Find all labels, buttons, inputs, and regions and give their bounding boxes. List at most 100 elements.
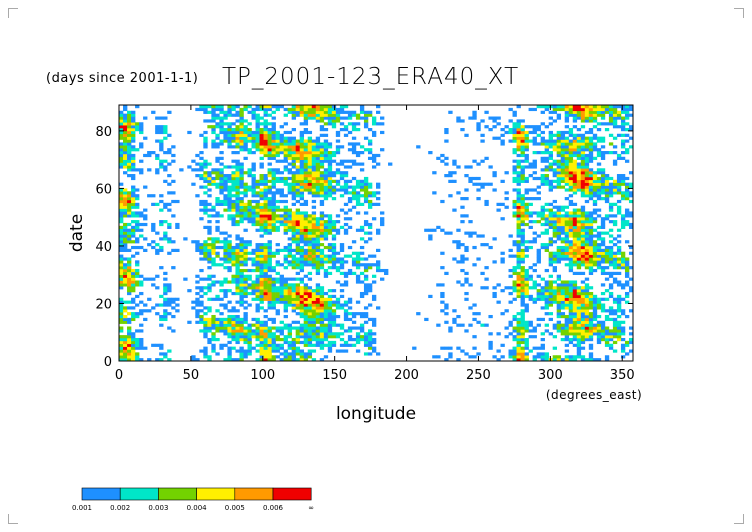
heatmap-cell [231, 337, 236, 342]
heatmap-cell [283, 142, 288, 146]
heatmap-cell [215, 237, 220, 241]
heatmap-cell [143, 346, 148, 350]
heatmap-cell [532, 165, 537, 169]
heatmap-cell [227, 217, 232, 221]
heatmap-cell [592, 245, 598, 250]
heatmap-cell [440, 309, 445, 313]
heatmap-cell [255, 217, 260, 221]
colorbar-label: 0.006 [263, 504, 284, 512]
heatmap-cell [552, 148, 558, 152]
heatmap-cell [315, 228, 321, 232]
heatmap-cell [191, 159, 196, 163]
heatmap-cell [351, 251, 357, 255]
heatmap-cell [279, 105, 284, 109]
heatmap-cell [271, 254, 276, 258]
heatmap-cell [119, 145, 124, 149]
heatmap-cell [127, 197, 132, 201]
heatmap-cell [335, 145, 341, 149]
heatmap-cell [215, 182, 220, 186]
heatmap-cell [267, 289, 272, 293]
heatmap-cell [315, 234, 321, 238]
heatmap-cell [371, 119, 377, 123]
heatmap-cell [231, 182, 236, 186]
heatmap-cell [159, 237, 164, 241]
heatmap-cell [556, 248, 562, 252]
heatmap-cell [612, 260, 618, 264]
heatmap-cell [564, 116, 570, 120]
heatmap-cell [604, 122, 610, 126]
heatmap-cell [327, 228, 333, 232]
heatmap-cell [259, 248, 264, 252]
heatmap-cell [628, 337, 634, 342]
heatmap-cell [444, 312, 449, 316]
heatmap-cell [576, 225, 582, 229]
heatmap-cell [492, 119, 497, 123]
heatmap-cell [331, 245, 337, 250]
heatmap-cell [287, 130, 292, 135]
heatmap-cell [319, 110, 325, 114]
heatmap-cell [259, 268, 264, 273]
heatmap-cell [339, 174, 345, 178]
heatmap-cell [323, 179, 329, 183]
heatmap-cell [351, 110, 357, 114]
heatmap-cell [568, 283, 574, 287]
heatmap-cell [215, 309, 220, 313]
heatmap-cell [524, 133, 529, 137]
heatmap-cell [568, 168, 574, 172]
heatmap-cell [267, 291, 272, 296]
heatmap-cell [556, 274, 562, 278]
heatmap-cell [319, 148, 325, 152]
heatmap-cell [367, 266, 373, 270]
heatmap-cell [167, 222, 172, 227]
heatmap-cell [564, 297, 570, 301]
heatmap-cell [560, 168, 566, 172]
heatmap-cell [119, 156, 124, 160]
heatmap-cell [223, 320, 228, 324]
heatmap-cell [271, 174, 276, 178]
heatmap-cell [227, 243, 232, 247]
heatmap-cell [227, 329, 232, 333]
heatmap-cell [520, 349, 525, 353]
heatmap-cell [319, 125, 325, 129]
heatmap-cell [291, 142, 296, 146]
heatmap-cell [199, 176, 204, 181]
heatmap-cell [227, 188, 232, 192]
heatmap-cell [359, 202, 365, 206]
heatmap-cell [592, 294, 598, 299]
heatmap-cell [127, 156, 132, 160]
heatmap-cell [283, 179, 288, 183]
heatmap-cell [616, 153, 622, 158]
heatmap-cell [596, 263, 602, 267]
heatmap-cell [267, 248, 272, 252]
heatmap-cell [227, 266, 232, 270]
heatmap-cell [319, 303, 325, 307]
heatmap-cell [307, 329, 313, 333]
heatmap-cell [259, 214, 264, 218]
heatmap-cell [291, 116, 296, 120]
heatmap-cell [588, 231, 594, 235]
heatmap-cell [155, 303, 160, 307]
heatmap-cell [516, 286, 521, 290]
heatmap-cell [215, 142, 220, 146]
heatmap-cell [592, 243, 598, 247]
heatmap-cell [560, 139, 566, 143]
heatmap-cell [315, 148, 321, 152]
heatmap-cell [556, 225, 562, 229]
heatmap-cell [540, 243, 545, 247]
heatmap-cell [524, 214, 529, 218]
heatmap-cell [307, 107, 313, 112]
heatmap-cell [592, 254, 598, 258]
heatmap-cell [251, 257, 256, 261]
heatmap-cell [239, 280, 244, 284]
heatmap-cell [572, 162, 578, 166]
heatmap-cell [592, 297, 598, 301]
heatmap-cell [199, 133, 204, 137]
heatmap-cell [287, 211, 292, 215]
heatmap-cell [347, 142, 353, 146]
heatmap-cell [512, 352, 517, 356]
heatmap-cell [343, 260, 349, 264]
heatmap-cell [215, 211, 220, 215]
heatmap-cell [552, 228, 558, 232]
heatmap-cell [568, 202, 574, 206]
heatmap-cell [584, 237, 590, 241]
